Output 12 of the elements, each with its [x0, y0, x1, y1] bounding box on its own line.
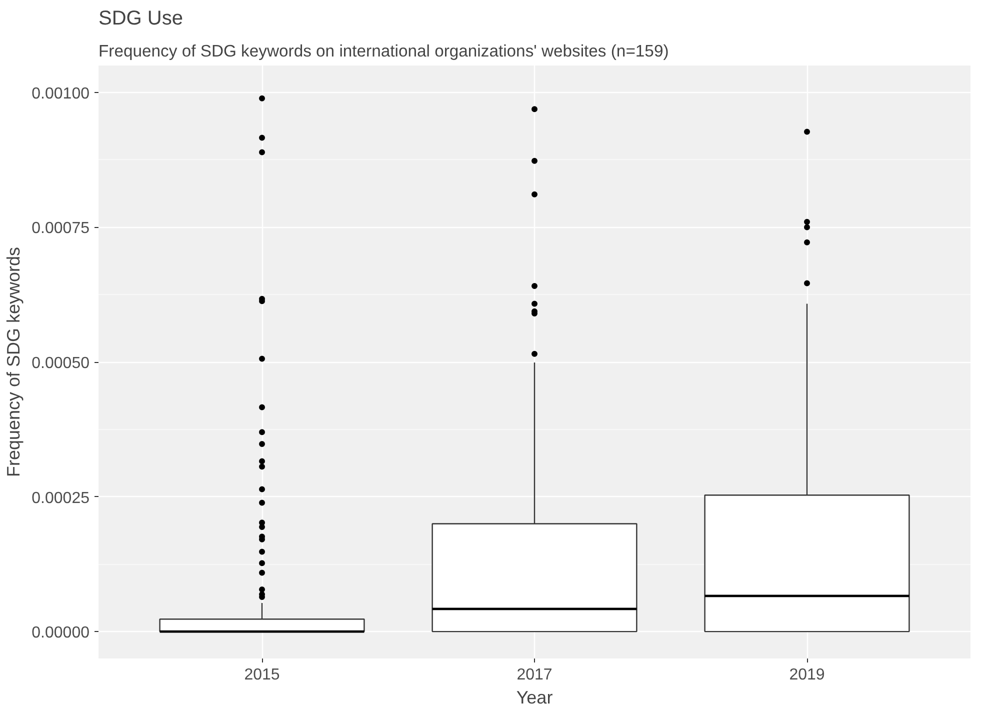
x-tick-label: 2015: [244, 666, 280, 684]
x-tick-label: 2019: [789, 666, 825, 684]
chart-title: SDG Use: [98, 8, 183, 30]
y-tick-label: 0.00075: [32, 220, 90, 238]
y-tick-label: 0.00025: [32, 490, 90, 507]
y-tick-label: 0.00050: [32, 355, 90, 372]
x-axis-title: Year: [516, 688, 553, 708]
y-axis-title: Frequency of SDG keywords: [4, 246, 24, 478]
y-tick-label: 0.00100: [32, 85, 90, 102]
y-tick-label: 0.00000: [32, 624, 90, 642]
x-tick-label: 2017: [516, 666, 552, 684]
chart-subtitle: Frequency of SDG keywords on international organizations' websites (n=159): [98, 42, 669, 60]
